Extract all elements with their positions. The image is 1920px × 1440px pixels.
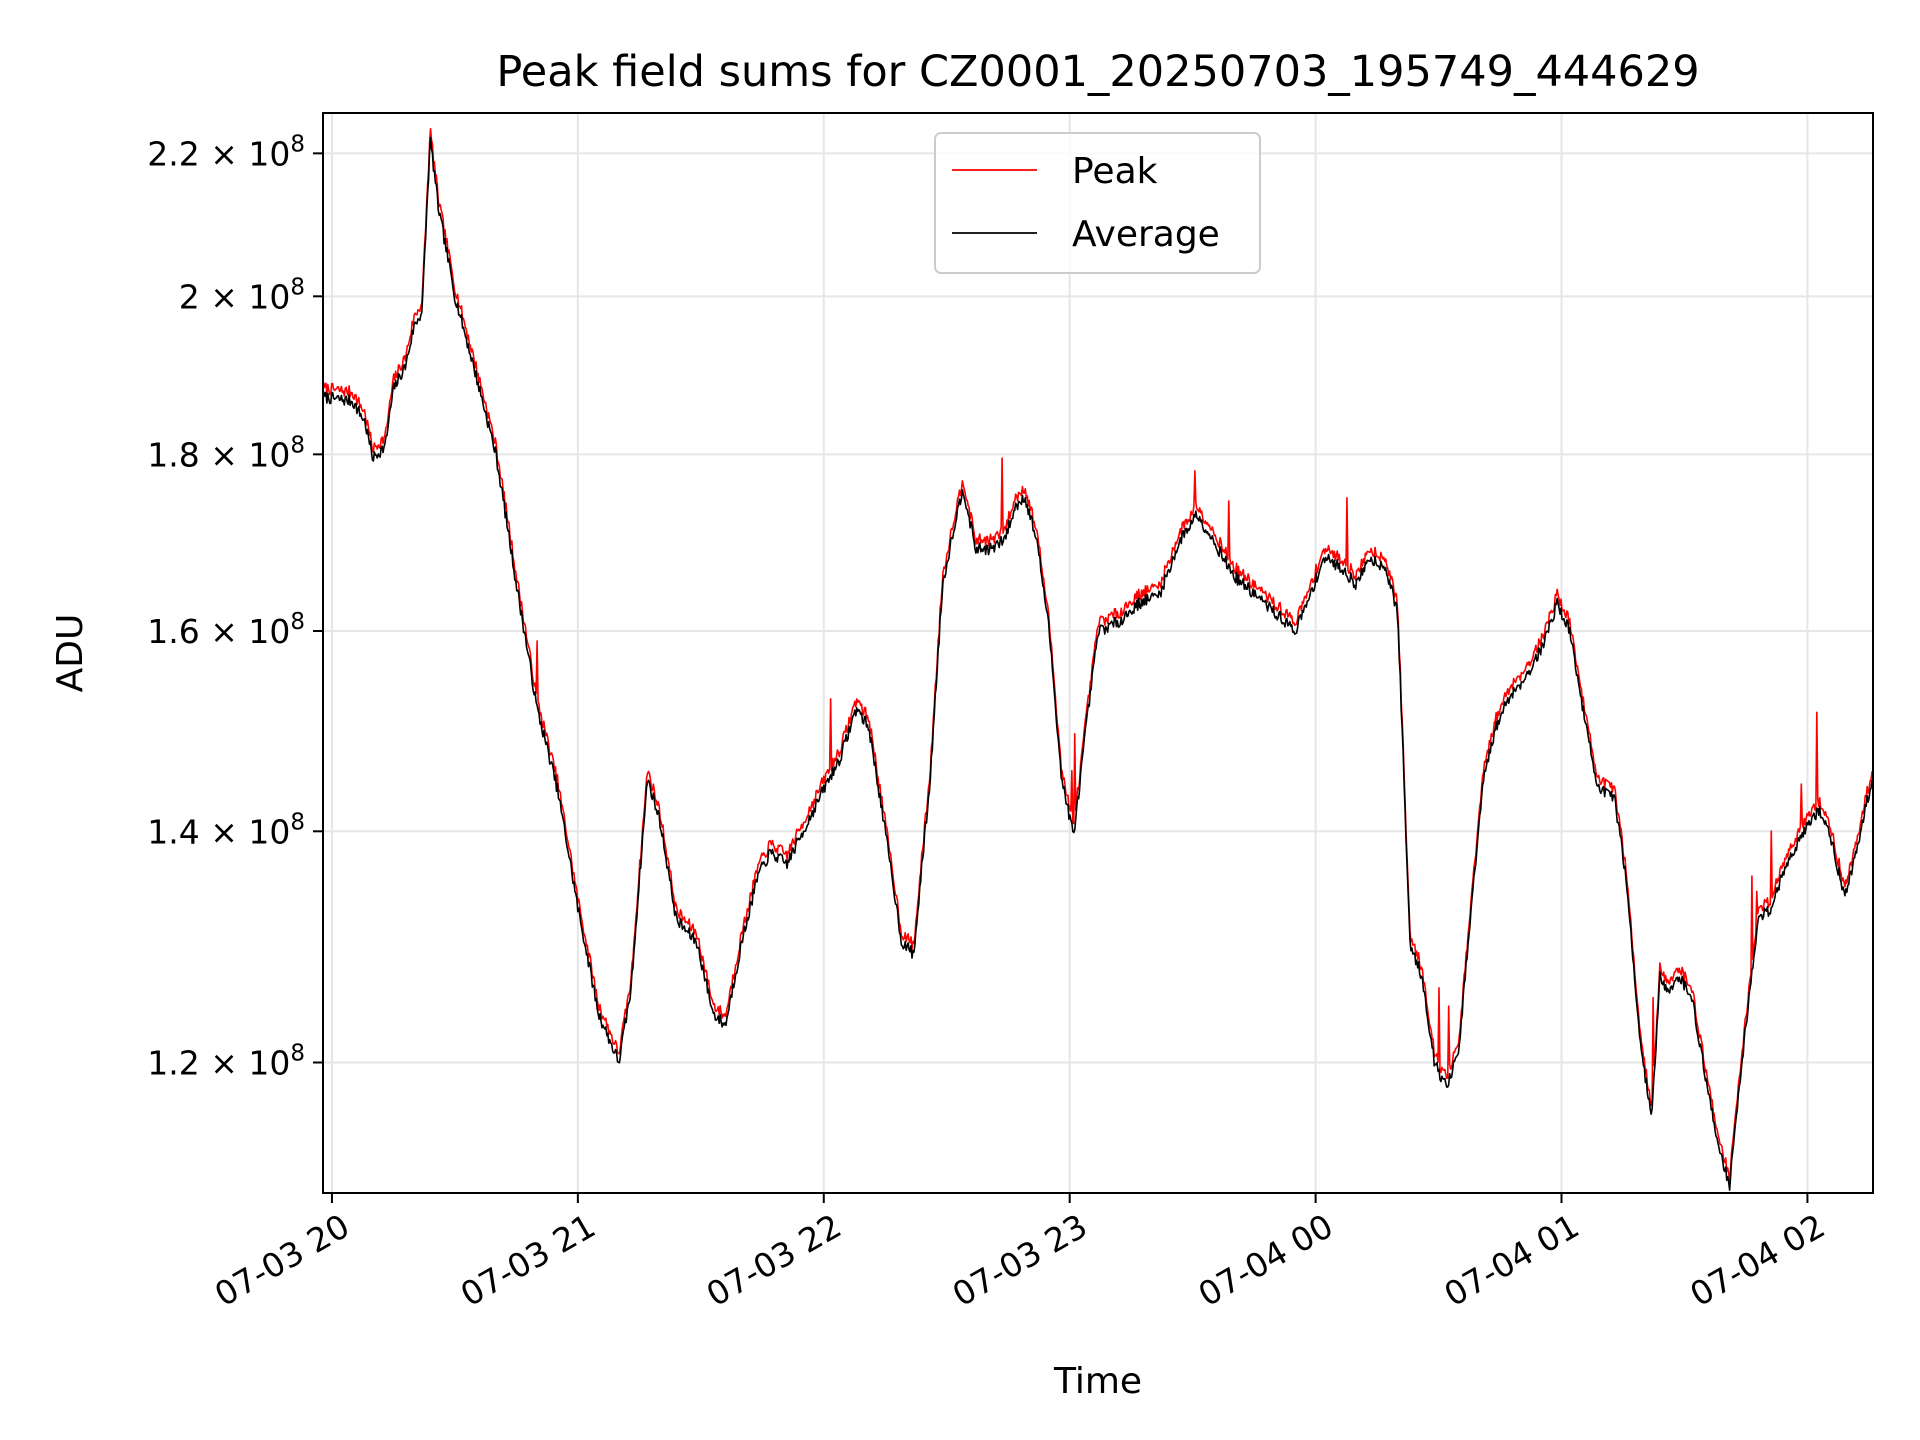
x-axis-title: Time [1053, 1361, 1142, 1402]
y-axis-title: ADU [50, 614, 91, 693]
plot-frame [322, 112, 1874, 1194]
legend-label-average: Average [1072, 214, 1220, 255]
series-layer [322, 127, 1874, 1192]
legend-box [934, 132, 1261, 274]
chart-title: Peak field sums for CZ0001_20250703_1957… [496, 47, 1699, 97]
series-line-peak [322, 127, 1874, 1183]
y-tick-label: 2.2 × 108 [147, 131, 305, 173]
legend-label-peak: Peak [1072, 151, 1158, 192]
legend: Peak Average [934, 132, 1261, 274]
y-tick-label: 1.8 × 108 [147, 432, 305, 474]
y-tick-label: 1.4 × 108 [147, 809, 305, 851]
series-line-average [322, 136, 1874, 1192]
y-tick-label: 2 × 108 [179, 274, 305, 316]
y-tick-label: 1.6 × 108 [147, 609, 305, 651]
y-tick-label: 1.2 × 108 [147, 1040, 305, 1082]
grid-layer [323, 113, 1873, 1193]
